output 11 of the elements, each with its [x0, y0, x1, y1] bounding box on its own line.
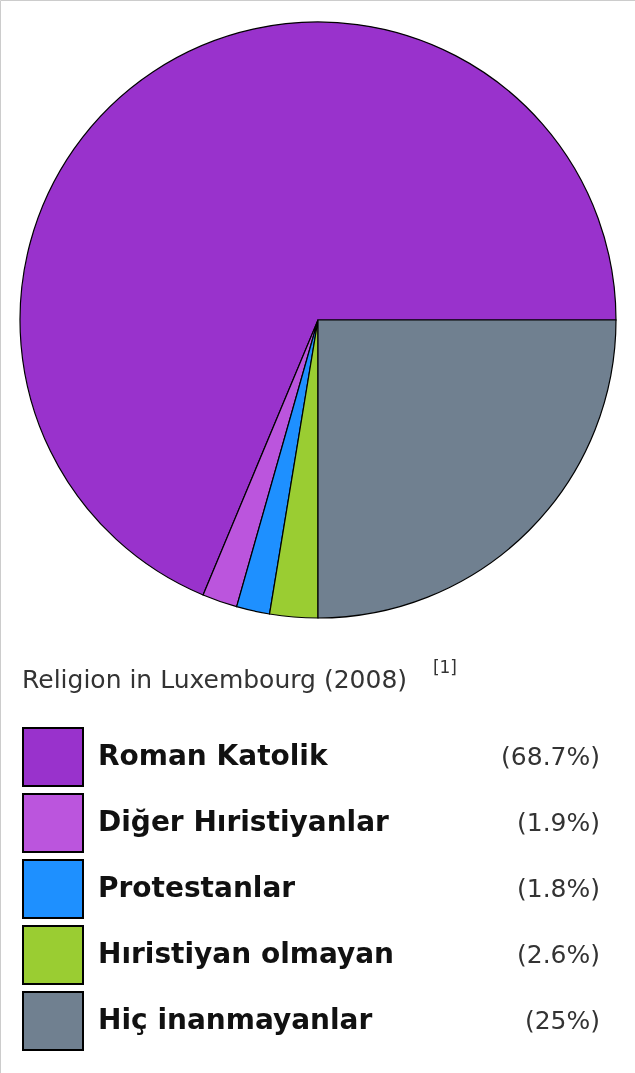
- legend-label: Hıristiyan olmayan: [98, 937, 395, 970]
- data-label: (68.7%): [501, 742, 600, 771]
- data-label: (1.9%): [516, 808, 600, 837]
- data-label: (1.8%): [516, 874, 600, 903]
- text: Religion in Luxembourg (2008)[1]: [22, 657, 457, 694]
- legend-label: Diğer Hıristiyanlar: [98, 805, 390, 838]
- data-label: (2.6%): [516, 940, 600, 969]
- legend-label: Hiç inanmayanlar: [98, 1003, 373, 1036]
- data-label: (25%): [524, 1006, 600, 1035]
- legend-label: Roman Katolik: [98, 739, 329, 772]
- legend-label: Protestanlar: [98, 871, 296, 904]
